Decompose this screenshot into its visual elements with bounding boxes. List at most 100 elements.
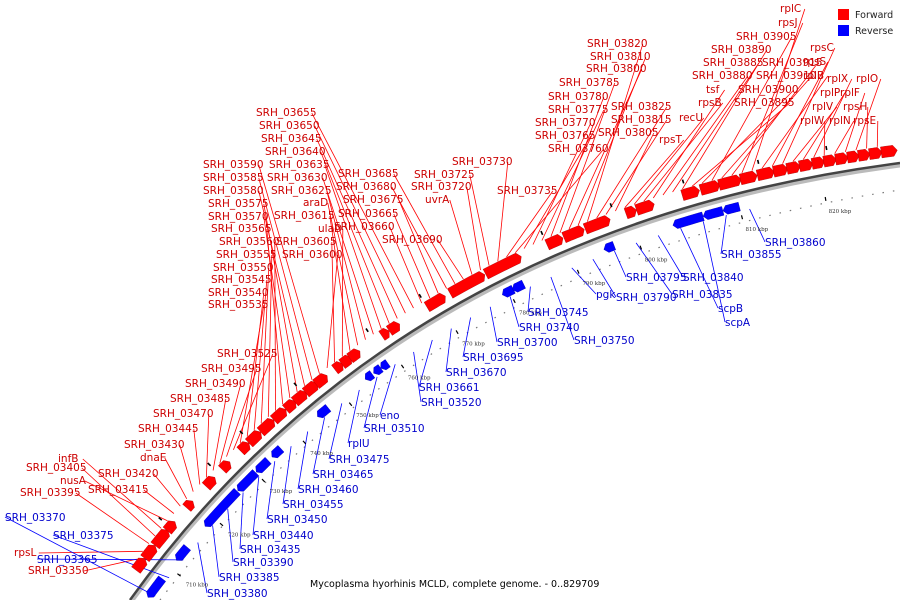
forward-gene-19[interactable] [378,327,390,341]
gene-label-srh-03615[interactable]: SRH_03615 [274,210,335,222]
gene-label-srh-03840[interactable]: SRH_03840 [683,272,744,284]
gene-label-srh-03430[interactable]: SRH_03430 [124,439,185,451]
gene-label-srh-03770[interactable]: SRH_03770 [535,117,596,129]
gene-label-srh-03520[interactable]: SRH_03520 [421,397,482,409]
gene-label-rplp[interactable]: rplP [820,87,840,99]
forward-gene-34[interactable] [772,163,789,178]
gene-label-srh-03535[interactable]: SRH_03535 [208,299,269,311]
gene-label-srh-03670[interactable]: SRH_03670 [446,367,507,379]
gene-label-srh-03685[interactable]: SRH_03685 [338,168,399,180]
forward-gene-30[interactable] [698,180,721,196]
gene-label-arad[interactable]: araD [303,197,328,209]
reverse-gene-7[interactable] [317,404,332,419]
gene-label-srh-03585[interactable]: SRH_03585 [203,172,264,184]
forward-gene-23[interactable] [482,252,522,280]
forward-gene-28[interactable] [634,199,655,216]
forward-gene-10[interactable] [256,418,276,437]
gene-label-ulad[interactable]: ulaD [318,223,342,235]
gene-label-srh-03765[interactable]: SRH_03765 [535,130,596,142]
reverse-gene-16[interactable] [722,201,741,215]
forward-gene-41[interactable] [857,148,871,162]
forward-gene-26[interactable] [582,215,611,235]
gene-label-srh-03720[interactable]: SRH_03720 [411,181,472,193]
forward-gene-1[interactable] [131,557,148,574]
gene-label-srh-03540[interactable]: SRH_03540 [208,287,269,299]
gene-label-srh-03440[interactable]: SRH_03440 [253,530,314,542]
gene-label-rpst[interactable]: rpsT [659,134,682,146]
gene-label-infb[interactable]: infB [58,453,78,465]
gene-label-srh-03885[interactable]: SRH_03885 [703,57,764,69]
forward-gene-9[interactable] [244,430,263,448]
reverse-gene-15[interactable] [702,206,725,220]
forward-gene-5[interactable] [182,499,195,512]
gene-label-srh-03725[interactable]: SRH_03725 [414,169,475,181]
gene-label-srh-03795[interactable]: SRH_03795 [626,272,687,284]
gene-label-srh-03665[interactable]: SRH_03665 [338,208,399,220]
forward-gene-8[interactable] [236,441,251,456]
gene-label-srh-03680[interactable]: SRH_03680 [336,181,397,193]
forward-gene-31[interactable] [717,174,742,191]
forward-gene-7[interactable] [218,460,232,474]
gene-label-tsf[interactable]: tsf [706,84,720,96]
gene-label-srh-03395[interactable]: SRH_03395 [20,487,81,499]
gene-label-srh-03435[interactable]: SRH_03435 [240,544,301,556]
gene-label-srh-03855[interactable]: SRH_03855 [721,249,782,261]
gene-label-srh-03815[interactable]: SRH_03815 [611,114,672,126]
forward-gene-22[interactable] [447,271,486,299]
gene-label-srh-03800[interactable]: SRH_03800 [586,63,647,75]
forward-gene-15[interactable] [312,373,328,389]
gene-label-srh-03550[interactable]: SRH_03550 [213,262,274,274]
gene-label-srh-03495[interactable]: SRH_03495 [201,363,262,375]
gene-label-srh-03760[interactable]: SRH_03760 [548,143,609,155]
forward-gene-4[interactable] [162,520,177,535]
gene-label-dnae[interactable]: dnaE [140,452,166,464]
gene-label-srh-03805[interactable]: SRH_03805 [598,127,659,139]
gene-label-rpsj[interactable]: rpsJ [778,17,798,29]
gene-label-srh-03785[interactable]: SRH_03785 [559,77,620,89]
gene-label-srh-03775[interactable]: SRH_03775 [548,104,609,116]
gene-label-srh-03645[interactable]: SRH_03645 [261,133,322,145]
gene-label-srh-03570[interactable]: SRH_03570 [208,211,269,223]
forward-gene-20[interactable] [385,321,400,336]
gene-label-srh-03750[interactable]: SRH_03750 [574,335,635,347]
gene-label-srh-03455[interactable]: SRH_03455 [283,499,344,511]
forward-gene-40[interactable] [846,150,860,164]
gene-label-srh-03635[interactable]: SRH_03635 [269,159,330,171]
gene-label-srh-03485[interactable]: SRH_03485 [170,393,231,405]
gene-label-srh-03640[interactable]: SRH_03640 [265,146,326,158]
forward-gene-33[interactable] [755,166,775,182]
forward-gene-3[interactable] [150,529,170,550]
forward-gene-11[interactable] [269,407,288,425]
gene-label-srh-03575[interactable]: SRH_03575 [208,198,269,210]
gene-label-srh-03690[interactable]: SRH_03690 [382,234,443,246]
gene-label-pgk[interactable]: pgk [596,289,616,301]
gene-label-srh-03470[interactable]: SRH_03470 [153,408,214,420]
forward-gene-18[interactable] [346,348,361,364]
gene-label-srh-03600[interactable]: SRH_03600 [282,249,343,261]
gene-label-rplf[interactable]: rplF [840,87,860,99]
gene-label-srh-03475[interactable]: SRH_03475 [329,454,390,466]
gene-label-srh-03880[interactable]: SRH_03880 [692,70,753,82]
forward-gene-13[interactable] [290,389,308,407]
gene-label-srh-03450[interactable]: SRH_03450 [267,514,328,526]
gene-label-rplc[interactable]: rplC [780,3,801,15]
forward-gene-6[interactable] [201,475,217,491]
gene-label-rpse[interactable]: rpsE [853,115,876,127]
gene-label-rpsl[interactable]: rpsL [14,547,36,559]
gene-label-srh-03835[interactable]: SRH_03835 [672,289,733,301]
gene-label-rplb[interactable]: rplB [803,70,824,82]
forward-gene-2[interactable] [140,544,158,563]
gene-label-srh-03390[interactable]: SRH_03390 [233,557,294,569]
forward-gene-12[interactable] [282,399,297,414]
gene-label-srh-03735[interactable]: SRH_03735 [497,185,558,197]
gene-label-rpss[interactable]: rpsS [803,56,826,68]
gene-label-srh-03380[interactable]: SRH_03380 [207,588,268,600]
gene-label-scpb[interactable]: scpB [718,303,743,315]
gene-label-srh-03810[interactable]: SRH_03810 [590,51,651,63]
gene-label-srh-03445[interactable]: SRH_03445 [138,423,199,435]
gene-label-scpa[interactable]: scpA [725,317,751,329]
gene-label-srh-03860[interactable]: SRH_03860 [765,237,826,249]
gene-label-srh-03895[interactable]: SRH_03895 [734,97,795,109]
gene-label-recu[interactable]: recU [679,112,703,124]
forward-gene-39[interactable] [834,152,849,166]
